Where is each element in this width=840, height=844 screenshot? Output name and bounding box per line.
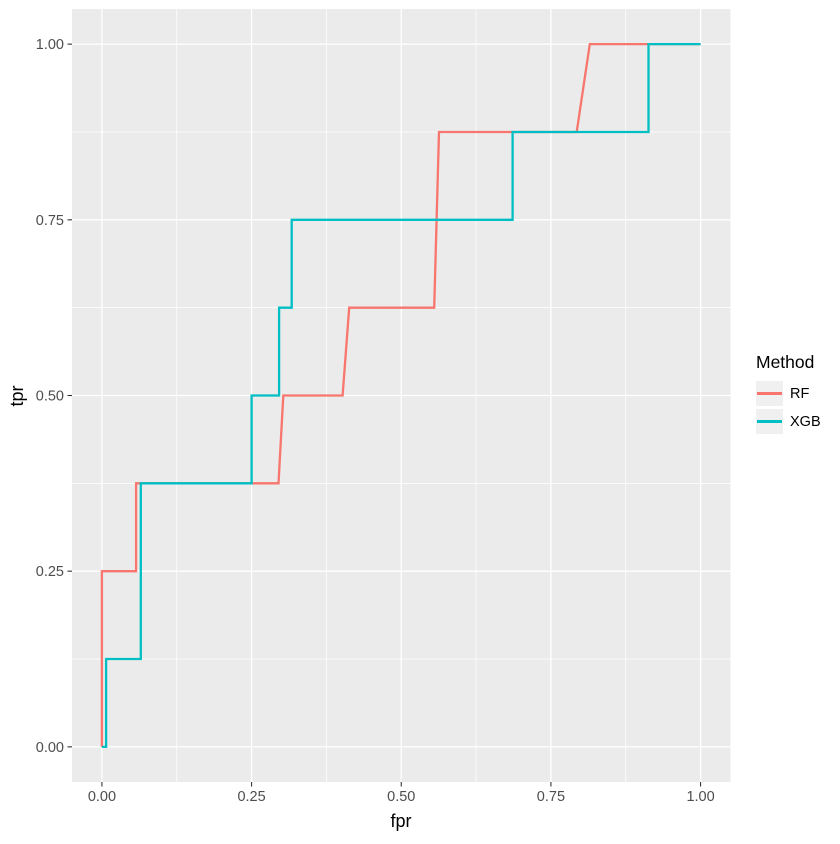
xgb-legend-label: XGB — [790, 413, 821, 430]
xgb-roc-line — [101, 42, 701, 749]
y-tick-label: 0.75 — [36, 213, 64, 229]
x-tick-label: 1.00 — [686, 789, 714, 805]
legend-title: Method — [756, 352, 815, 372]
x-axis-title: fpr — [390, 811, 412, 831]
y-axis-title: tpr — [7, 385, 27, 407]
rf-line-swatch — [757, 392, 782, 395]
axis-ticks — [67, 43, 702, 787]
rf-legend-key — [756, 381, 783, 406]
x-tick-label: 0.00 — [88, 789, 116, 805]
xgb-legend-key — [756, 409, 783, 434]
y-tick-label: 0.25 — [36, 564, 64, 580]
x-tick-label: 0.75 — [537, 789, 565, 805]
x-tick-label: 0.50 — [387, 789, 415, 805]
legend-entry-xgb: XGB — [756, 409, 821, 434]
legend-entry-rf: RF — [756, 381, 821, 406]
rf-legend-label: RF — [790, 385, 810, 402]
xgb-line-swatch — [757, 420, 782, 423]
x-tick-label: 0.25 — [237, 789, 265, 805]
y-tick-label: 1.00 — [36, 37, 64, 53]
y-tick-label: 0.50 — [36, 389, 64, 405]
y-tick-label: 0.00 — [36, 740, 64, 756]
legend: Method RF XGB — [756, 352, 821, 437]
